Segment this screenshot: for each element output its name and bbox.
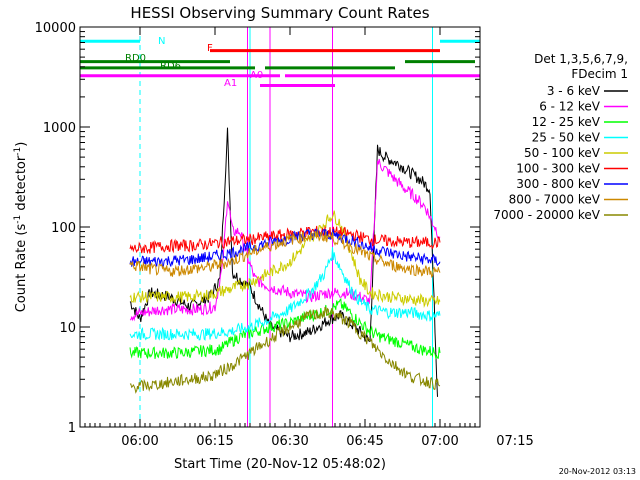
series-line — [129, 246, 441, 341]
legend-entry: 6 - 12 keV — [539, 100, 601, 114]
x-tick-label: 07:00 — [421, 434, 458, 449]
x-tick-label: 06:00 — [121, 434, 158, 449]
x-tick-label: 07:15 — [496, 434, 533, 449]
status-bar-label: RD0 — [125, 53, 146, 64]
status-bar-label: A1 — [224, 78, 237, 89]
legend-title-1: Det 1,3,5,6,7,9, — [534, 52, 628, 66]
y-axis-label-sup1: -1 — [13, 215, 23, 224]
status-bar-label: F — [207, 43, 213, 54]
x-axis-label: Start Time (20-Nov-12 05:48:02) — [174, 457, 386, 472]
legend-entry: 3 - 6 keV — [547, 84, 601, 98]
y-axis-label-sup2: -1 — [13, 147, 23, 156]
legend-entry: 100 - 300 keV — [516, 162, 600, 176]
y-axis-label-end: ) — [14, 142, 29, 147]
chart-title: HESSI Observing Summary Count Rates — [130, 4, 429, 22]
status-bar-label: A0 — [250, 70, 263, 81]
series-line — [129, 225, 441, 255]
series-layer — [129, 127, 441, 397]
y-axis-label-main: Count Rate (s — [14, 224, 29, 313]
legend-entry: 25 - 50 keV — [532, 131, 601, 145]
status-bar-label: N — [158, 36, 165, 47]
legend-entry: 12 - 25 keV — [532, 115, 601, 129]
y-axis-label-mid: detector — [14, 155, 29, 215]
series-line — [129, 230, 441, 279]
x-tick-label: 06:15 — [196, 434, 233, 449]
series-line — [129, 306, 441, 394]
x-axis: 06:00 06:15 06:30 06:45 07:00 07:15 — [84, 27, 534, 449]
series-line — [129, 210, 441, 309]
y-tick-label: 1 — [68, 421, 76, 436]
legend-entry: 50 - 100 keV — [524, 146, 601, 160]
legend-entry: 800 - 7000 keV — [509, 193, 601, 207]
legend-title-2: FDecim 1 — [571, 67, 628, 81]
x-tick-label: 06:30 — [271, 434, 308, 449]
series-line — [129, 228, 441, 268]
y-tick-label: 1000 — [43, 121, 76, 136]
series-line — [129, 297, 441, 360]
plot-area — [79, 27, 433, 427]
timestamp: 20-Nov-2012 03:13 — [559, 467, 636, 476]
y-tick-label: 100 — [51, 221, 76, 236]
y-axis-label: Count Rate (s-1 detector-1) — [13, 142, 29, 313]
legend-entry: 300 - 800 keV — [516, 177, 600, 191]
y-tick-label: 10000 — [35, 21, 76, 36]
series-line — [129, 158, 441, 322]
status-bars: N F RD0 RD6 A0 A1 — [80, 36, 480, 89]
legend-entry: 7000 - 20000 keV — [493, 208, 600, 222]
x-tick-label: 06:45 — [346, 434, 383, 449]
y-tick-label: 10 — [59, 321, 76, 336]
status-bar-label: RD6 — [160, 61, 181, 72]
y-axis: 1 10 100 1000 10000 — [35, 21, 480, 436]
legend: Det 1,3,5,6,7,9, FDecim 1 3 - 6 keV 6 - 1… — [493, 52, 628, 222]
